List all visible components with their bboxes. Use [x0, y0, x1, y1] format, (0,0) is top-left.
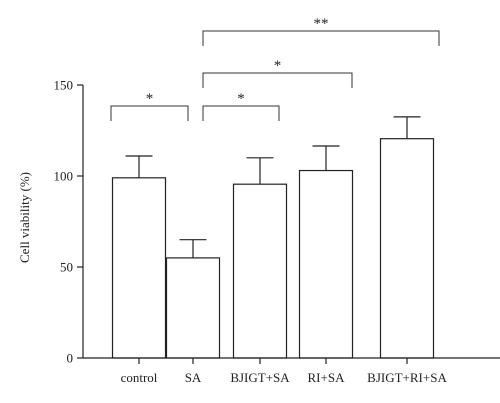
- x-tick-label: BJIGT+SA: [230, 370, 290, 385]
- significance-label: **: [314, 16, 329, 32]
- y-axis-label: Cell viability (%): [17, 172, 32, 263]
- bar-0: [111, 177, 167, 359]
- x-tick-label: RI+SA: [308, 370, 346, 385]
- y-tick-label: 150: [54, 78, 74, 93]
- x-tick-label: SA: [185, 370, 202, 385]
- significance-bracket: [202, 105, 280, 121]
- bar-1: [165, 257, 221, 359]
- significance-bracket: [202, 72, 353, 88]
- bar-3: [298, 169, 354, 359]
- significance-label: *: [274, 58, 282, 74]
- y-axis: 0 50 100 150: [54, 78, 84, 366]
- bars: [111, 138, 435, 359]
- y-tick-label: 0: [67, 351, 74, 366]
- y-tick-label: 100: [54, 169, 74, 184]
- significance-label: *: [146, 91, 154, 107]
- x-tick-label: control: [121, 370, 158, 385]
- bar-2: [232, 183, 288, 359]
- error-bars: [125, 116, 421, 258]
- bar-4: [379, 138, 435, 359]
- x-tick-label: BJIGT+RI+SA: [367, 370, 447, 385]
- significance-bracket: [202, 30, 440, 46]
- x-axis: control SA BJIGT+SA RI+SA BJIGT+RI+SA: [83, 357, 500, 385]
- significance-brackets: * ****: [110, 16, 440, 121]
- y-tick-label: 50: [60, 260, 73, 275]
- significance-label: *: [237, 91, 245, 107]
- significance-bracket: [110, 105, 189, 121]
